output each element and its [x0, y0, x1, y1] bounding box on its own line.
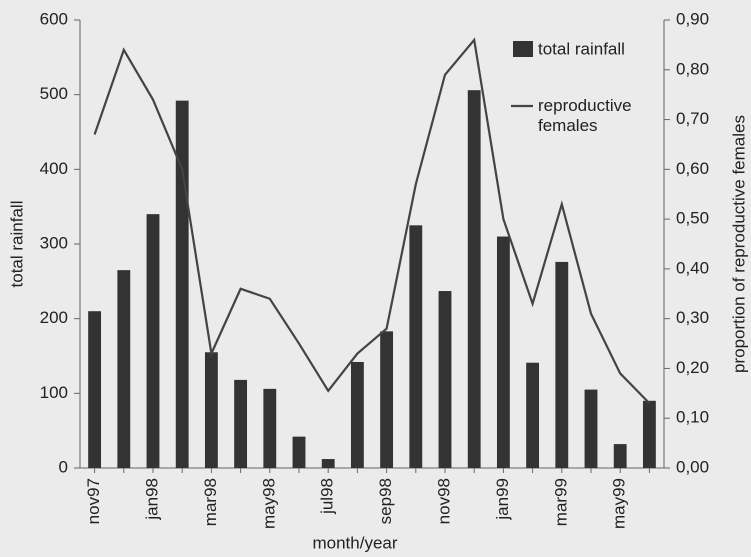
x-tick-label: jan99: [493, 478, 512, 521]
y2-tick-label: 0,90: [676, 9, 709, 28]
line: [93, 37, 651, 405]
bar: [292, 436, 306, 468]
bar: [350, 361, 364, 468]
y2-tick-label: 0,50: [676, 209, 709, 228]
bar: [584, 389, 598, 468]
y-tick-label: 0: [59, 457, 68, 476]
y2-tick-label: 0,70: [676, 109, 709, 128]
y-tick-label: 500: [40, 84, 68, 103]
bar: [380, 331, 394, 468]
bar: [438, 291, 452, 468]
x-axis-title: month/year: [312, 533, 397, 552]
y2-tick-label: 0,00: [676, 457, 709, 476]
bar: [321, 459, 335, 468]
y-tick-label: 300: [40, 233, 68, 252]
bar: [117, 270, 131, 468]
bar: [263, 388, 277, 468]
x-tick-label: nov97: [84, 478, 103, 524]
y2-tick-label: 0,40: [676, 258, 709, 277]
y2-tick-label: 0,80: [676, 59, 709, 78]
x-tick-label: may98: [259, 478, 278, 529]
y2-tick-label: 0,30: [676, 308, 709, 327]
bar: [467, 90, 481, 468]
x-tick-label: sep98: [376, 478, 395, 524]
y2-tick-label: 0,10: [676, 408, 709, 427]
y2-tick-label: 0,20: [676, 358, 709, 377]
bar: [526, 362, 540, 468]
legend-label: total rainfall: [538, 39, 625, 58]
bar: [409, 225, 423, 468]
legend-swatch: [513, 41, 533, 57]
x-tick-label: mar99: [551, 478, 570, 526]
bar: [88, 311, 102, 468]
bar: [234, 379, 248, 468]
bar: [496, 236, 510, 468]
x-tick-label: may99: [610, 478, 629, 529]
x-tick-label: nov98: [434, 478, 453, 524]
legend-label: reproductive females: [538, 96, 632, 135]
bar: [642, 400, 656, 468]
y-tick-label: 200: [40, 308, 68, 327]
x-tick-label: mar98: [201, 478, 220, 526]
x-tick-label: jul98: [318, 478, 337, 515]
bar: [204, 352, 218, 468]
y-tick-label: 100: [40, 383, 68, 402]
bar: [555, 261, 569, 468]
x-tick-label: jan98: [142, 478, 161, 521]
y-tick-label: 400: [40, 159, 68, 178]
y-tick-label: 600: [40, 9, 68, 28]
bar: [175, 100, 189, 468]
y-axis-title: total rainfall: [7, 201, 26, 288]
bar: [146, 214, 160, 468]
y2-axis-title: proportion of reproductive females: [729, 115, 748, 373]
bar: [613, 444, 627, 468]
y2-tick-label: 0,60: [676, 159, 709, 178]
